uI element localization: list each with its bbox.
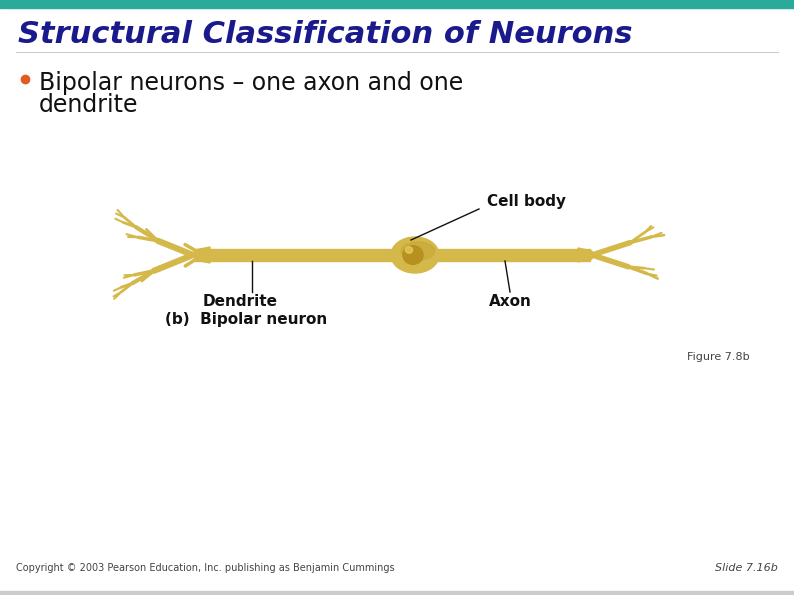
Bar — [0, 591, 794, 595]
Bar — [195, 249, 590, 261]
Text: Cell body: Cell body — [487, 194, 566, 209]
Text: Figure 7.8b: Figure 7.8b — [688, 352, 750, 362]
Polygon shape — [578, 248, 592, 262]
Text: Structural Classification of Neurons: Structural Classification of Neurons — [18, 20, 633, 49]
Ellipse shape — [403, 246, 423, 264]
Polygon shape — [195, 247, 210, 263]
Ellipse shape — [391, 237, 439, 273]
Text: Dendrite: Dendrite — [202, 294, 277, 309]
Ellipse shape — [401, 242, 435, 260]
Text: Bipolar neurons – one axon and one: Bipolar neurons – one axon and one — [39, 71, 463, 95]
Text: Copyright © 2003 Pearson Education, Inc. publishing as Benjamin Cummings: Copyright © 2003 Pearson Education, Inc.… — [16, 563, 395, 573]
Text: Slide 7.16b: Slide 7.16b — [715, 563, 778, 573]
Bar — [0, 0, 794, 8]
Text: Axon: Axon — [488, 294, 531, 309]
Ellipse shape — [406, 247, 413, 253]
Text: (b)  Bipolar neuron: (b) Bipolar neuron — [165, 312, 327, 327]
Text: dendrite: dendrite — [39, 93, 138, 117]
